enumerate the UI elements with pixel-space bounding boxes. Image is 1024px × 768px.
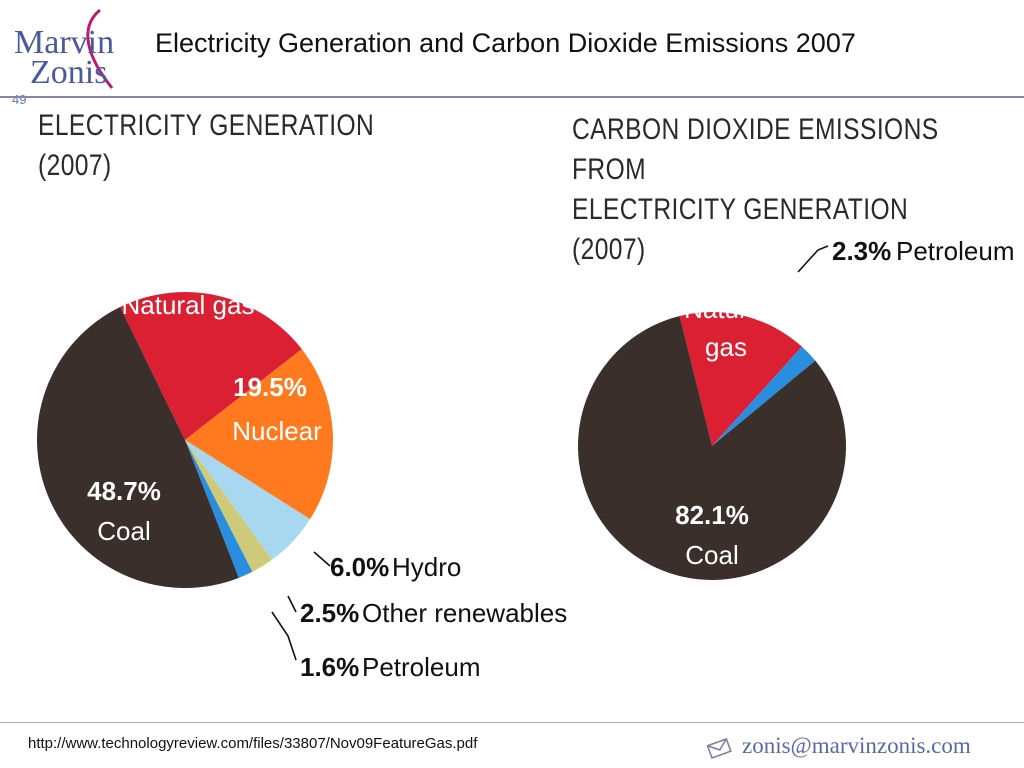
- gen-label-nuclear-name: Nuclear: [232, 416, 322, 446]
- gen-label-other-renewables-value: 2.5%: [300, 598, 359, 628]
- gen-label-hydro-value: 6.0%: [330, 552, 389, 582]
- gen-slice-natural-gas: [120, 292, 302, 440]
- generation-title-line2: (2007): [38, 149, 112, 182]
- co2-label-natural-gas-name: Natural: [684, 294, 768, 324]
- gen-leader-hydro: [313, 551, 331, 567]
- gen-label-coal-name: Coal: [97, 516, 150, 546]
- gen-slice-coal: [36, 306, 239, 589]
- gen-leader-other-renewables: [287, 595, 297, 613]
- contact-email: zonis@marvinzonis.com: [742, 733, 971, 758]
- mail-icon: [706, 737, 732, 760]
- generation-chart-title: ELECTRICITY GENERATION (2007): [38, 106, 374, 186]
- logo-swoosh-icon: [86, 8, 114, 89]
- co2-title-line1: CARBON DIOXIDE EMISSIONS FROM: [572, 113, 939, 186]
- gen-label-petroleum-name: Petroleum: [362, 652, 481, 682]
- title-divider: [0, 96, 1024, 98]
- footer-divider: [0, 722, 1024, 723]
- co2-label-petroleum-name: Petroleum: [896, 236, 1015, 266]
- co2-label-natural-gas-name2: gas: [705, 332, 747, 362]
- marvin-zonis-logo: Marvin Zonis: [8, 8, 128, 92]
- co2-slice-coal: [577, 315, 846, 580]
- gen-label-natural-gas-value: 21.7%: [151, 256, 225, 286]
- logo-line2: Zonis: [30, 54, 108, 91]
- co2-label-coal-value: 82.1%: [675, 500, 749, 530]
- co2-chart-title: CARBON DIOXIDE EMISSIONS FROM ELECTRICIT…: [572, 110, 943, 270]
- gen-slice-hydro: [185, 440, 311, 560]
- gen-slice-nuclear: [185, 349, 333, 520]
- logo-line1: Marvin: [14, 24, 115, 61]
- gen-label-hydro-name: Hydro: [392, 552, 461, 582]
- gen-label-nuclear-value: 19.5%: [233, 372, 307, 402]
- co2-slice-natural-gas: [679, 312, 802, 446]
- co2-label-coal-name: Coal: [685, 540, 738, 570]
- co2-title-line2: ELECTRICITY GENERATION (2007): [572, 193, 909, 266]
- gen-label-coal-value: 48.7%: [87, 476, 161, 506]
- co2-slice-petroleum: [712, 346, 816, 446]
- gen-label-petroleum-value: 1.6%: [300, 652, 359, 682]
- co2-label-natural-gas-value: 15.6%: [689, 254, 763, 284]
- gen-label-other-renewables-name: Other renewables: [362, 598, 567, 628]
- slide-number: 49: [12, 92, 27, 107]
- co2-label-petroleum-value: 2.3%: [832, 236, 891, 266]
- slide-title: Electricity Generation and Carbon Dioxid…: [155, 28, 856, 58]
- co2-leader-petroleum: [797, 245, 829, 273]
- gen-slice-other-renewables: [185, 440, 273, 572]
- generation-title-line1: ELECTRICITY GENERATION: [38, 109, 375, 142]
- gen-slice-petroleum: [185, 440, 253, 578]
- source-url: http://www.technologyreview.com/files/33…: [28, 735, 478, 752]
- gen-leader-petroleum: [271, 611, 297, 661]
- gen-label-natural-gas-name: Natural gas: [122, 290, 255, 320]
